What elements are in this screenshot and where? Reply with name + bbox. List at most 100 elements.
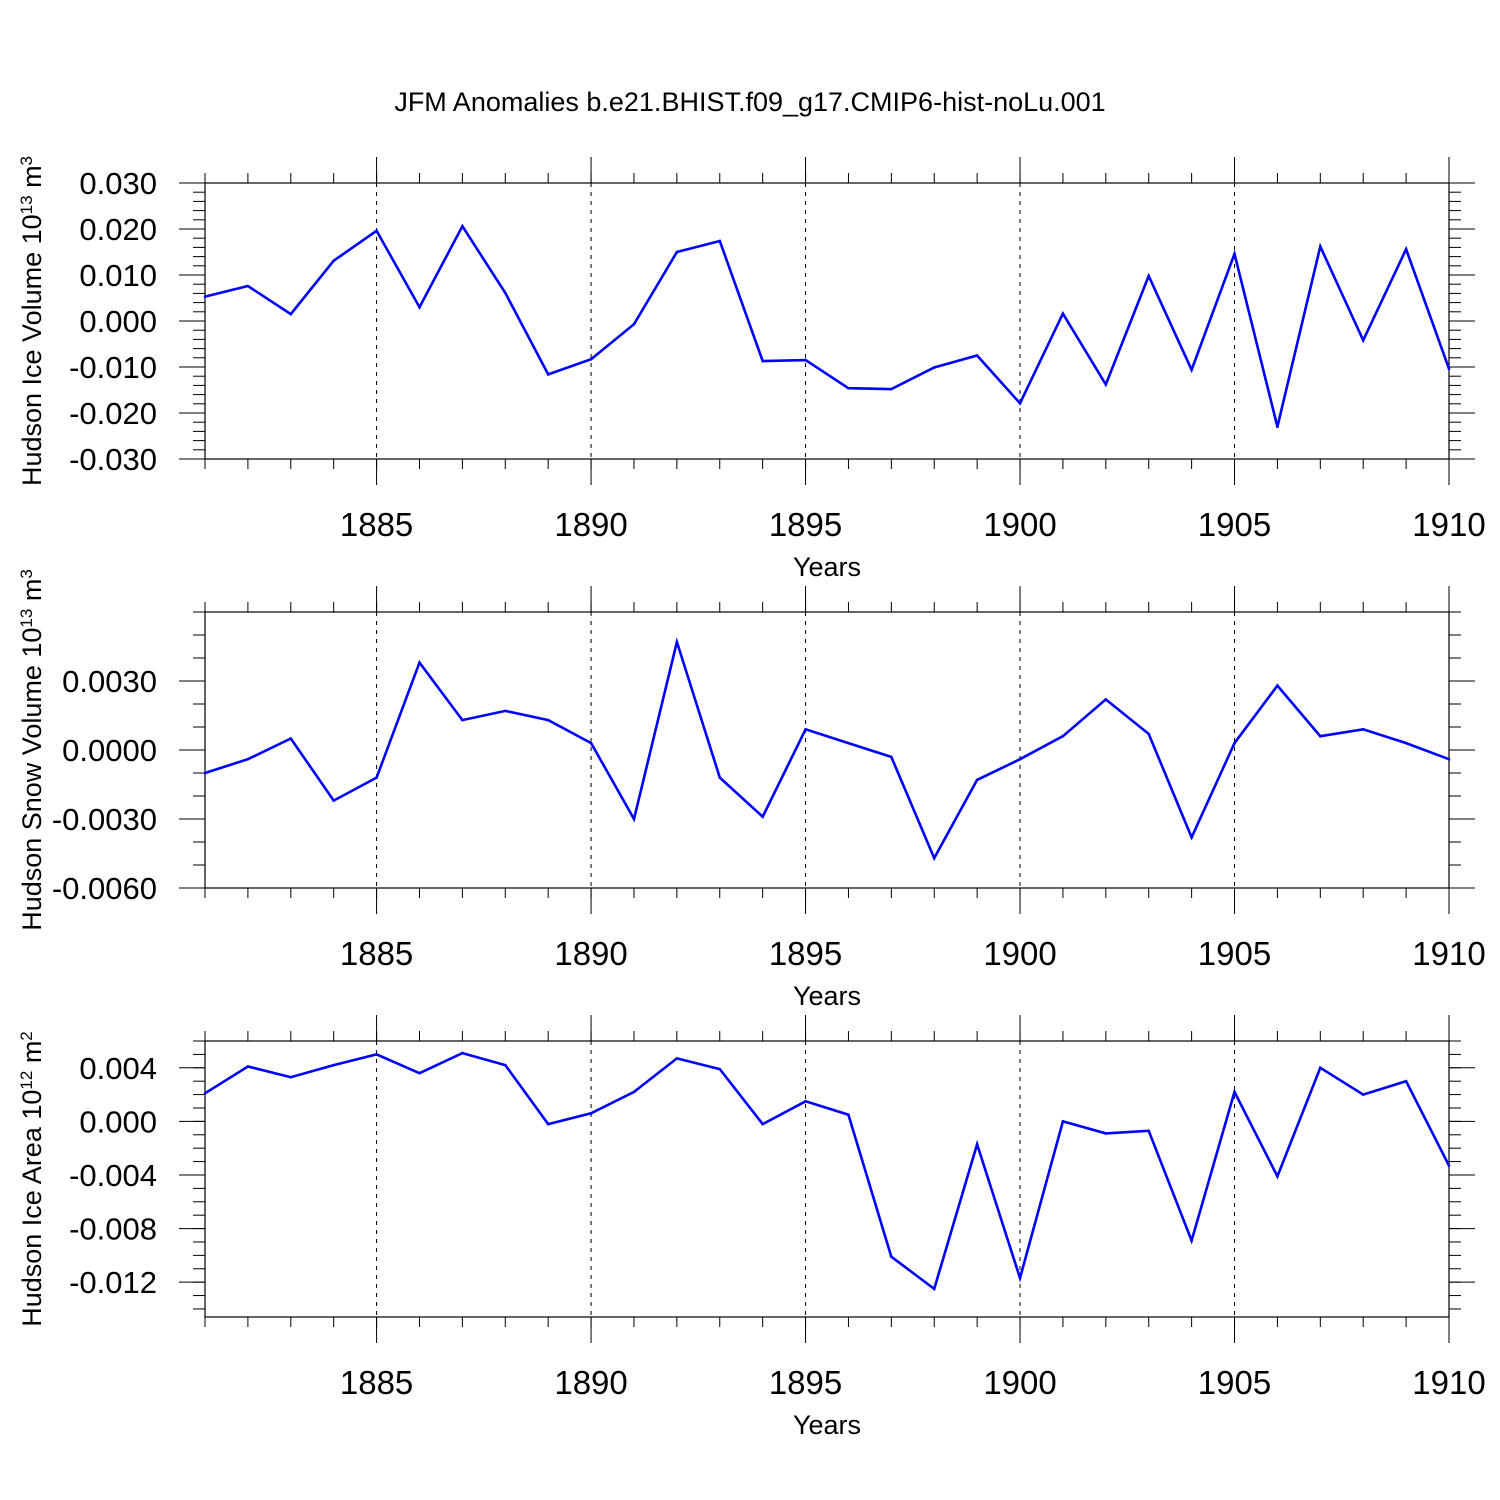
x-tick-label: 1895 [769, 1364, 842, 1401]
y-axis-label-superscript: 12 [17, 1071, 36, 1090]
data-point [890, 1255, 893, 1259]
data-point [761, 815, 764, 818]
data-point [461, 1051, 464, 1055]
data-point [1319, 245, 1322, 248]
data-point [1147, 274, 1151, 278]
data-point [1104, 1132, 1108, 1135]
y-tick-label: -0.0030 [52, 802, 157, 837]
data-point [1447, 367, 1451, 371]
y-tick-label: 0.000 [79, 304, 157, 339]
x-axis-label: Years [793, 1410, 861, 1440]
x-tick-label: 1910 [1412, 1364, 1485, 1401]
data-point [718, 776, 722, 779]
data-point [332, 1063, 335, 1067]
data-point [246, 284, 250, 288]
data-point [1190, 368, 1193, 372]
data-point [1104, 383, 1108, 386]
data-point [1061, 1120, 1065, 1123]
data-point [932, 856, 936, 860]
data-point [975, 354, 979, 357]
data-point [932, 1287, 936, 1291]
plot-frame [204, 1040, 1450, 1318]
data-point [804, 358, 807, 362]
data-point [503, 709, 507, 713]
data-point [203, 295, 207, 298]
x-tick-label: 1890 [554, 935, 627, 972]
data-point [589, 357, 593, 361]
data-point [289, 1075, 293, 1079]
data-point [632, 322, 636, 326]
data-point [1018, 402, 1022, 405]
data-point [1018, 757, 1022, 761]
data-point [289, 312, 293, 316]
data-point [203, 1091, 207, 1095]
x-tick-label: 1905 [1198, 506, 1271, 543]
data-point [1276, 684, 1279, 687]
data-point [847, 741, 850, 745]
panels-container: 1885 1890 1895 1900 1905 1910 -0.030 -0.020 -0.0… [17, 156, 1486, 1440]
y-tick-label: -0.008 [69, 1212, 157, 1247]
data-point [246, 757, 250, 761]
data-point [718, 1067, 722, 1071]
data-point [804, 728, 807, 731]
data-point [418, 661, 421, 664]
data-point [289, 737, 293, 740]
data-point [718, 239, 722, 243]
panel-1: 1885 1890 1895 1900 1905 1910 -0.030 -0.020 -0.0… [17, 156, 1486, 582]
data-point [1404, 741, 1408, 745]
data-point [1018, 1276, 1022, 1280]
data-point [461, 224, 464, 228]
data-point [246, 1065, 250, 1068]
data-point [975, 778, 979, 782]
y-tick-label: -0.0060 [52, 871, 157, 906]
data-point [546, 373, 550, 376]
data-point [1061, 312, 1065, 315]
y-tick-label: 0.004 [79, 1051, 157, 1086]
y-tick-label: -0.030 [69, 442, 157, 477]
data-point [675, 1057, 679, 1060]
data-point [932, 366, 936, 369]
data-point [1190, 836, 1193, 839]
y-axis-label: Hudson Ice Area 1012 m2 [17, 1031, 47, 1327]
series-line [204, 1051, 1451, 1292]
y-tick-label: 0.0000 [62, 733, 157, 768]
data-point [847, 386, 850, 390]
panel-2: 1885 1890 1895 1900 1905 1910 -0.0060 -0.0030 0.… [17, 569, 1486, 1011]
x-tick-label: 1910 [1412, 935, 1485, 972]
data-point [632, 817, 636, 821]
y-tick-label: 0.0030 [62, 664, 157, 699]
data-point [1361, 1093, 1365, 1096]
data-point [589, 1112, 593, 1115]
y-tick-label: 0.000 [79, 1104, 157, 1139]
data-point [375, 776, 378, 779]
data-point [1447, 1164, 1451, 1167]
data-point [890, 755, 893, 759]
data-point [675, 250, 679, 254]
data-point [1404, 247, 1408, 251]
data-point [1147, 732, 1151, 736]
data-point [1319, 734, 1322, 738]
data-point [375, 1053, 378, 1056]
data-point [332, 799, 335, 802]
data-point [332, 259, 335, 263]
data-point [418, 1071, 421, 1075]
x-tick-label: 1900 [983, 506, 1056, 543]
data-point [1104, 698, 1108, 701]
y-axis-label-part: m [17, 165, 47, 195]
data-point [1147, 1129, 1151, 1133]
y-tick-label: -0.012 [69, 1265, 157, 1300]
x-tick-label: 1905 [1198, 1364, 1271, 1401]
data-point [1319, 1066, 1322, 1070]
y-axis-label-part: m [17, 1041, 47, 1071]
x-tick-label: 1900 [983, 935, 1056, 972]
data-point [1233, 252, 1236, 256]
y-tick-label: -0.020 [69, 396, 157, 431]
y-axis-label-part: Hudson Snow Volume 10 [17, 628, 47, 931]
x-tick-label: 1890 [554, 506, 627, 543]
y-tick-label: 0.030 [79, 166, 157, 201]
y-axis-label-superscript: 13 [17, 609, 36, 628]
x-tick-label: 1885 [340, 935, 413, 972]
y-tick-label: 0.010 [79, 258, 157, 293]
series-line [204, 223, 1451, 428]
